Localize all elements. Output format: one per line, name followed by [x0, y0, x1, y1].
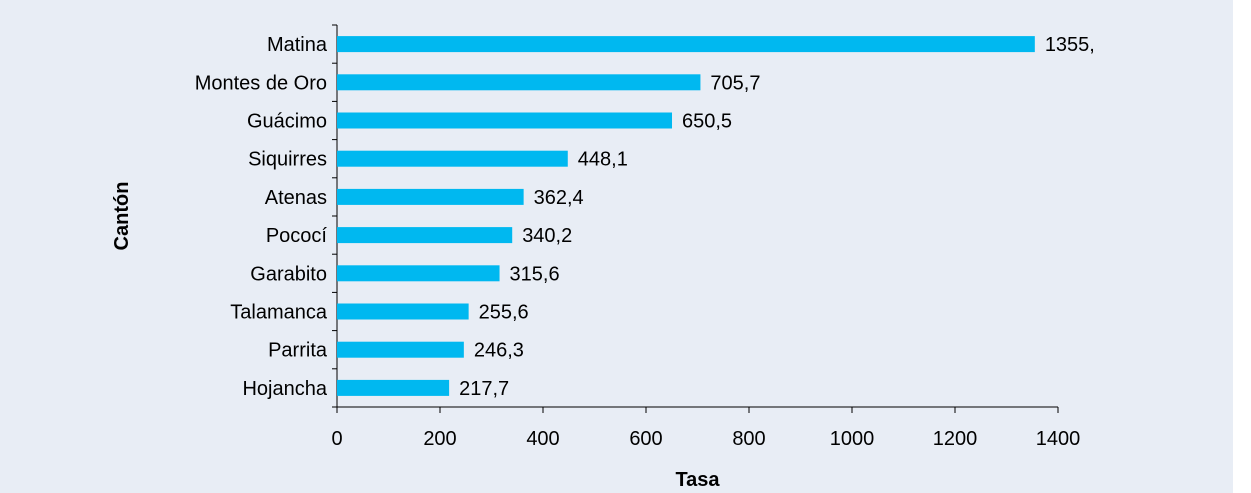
bar — [337, 341, 464, 358]
x-tick-label: 600 — [629, 428, 662, 450]
category-label: Pococí — [266, 225, 328, 247]
data-label: 315,6 — [510, 263, 560, 285]
x-tick-label: 800 — [732, 428, 765, 450]
bar — [337, 112, 673, 129]
bar — [337, 74, 701, 91]
bar — [337, 188, 524, 205]
bar — [337, 265, 500, 282]
category-label: Garabito — [250, 263, 327, 285]
x-tick-label: 1400 — [1036, 428, 1081, 450]
data-label: 650,5 — [682, 111, 732, 133]
x-axis-title: Tasa — [675, 469, 720, 491]
data-label: 1355, — [1045, 34, 1095, 56]
x-tick-label: 200 — [423, 428, 456, 450]
bar — [337, 379, 450, 396]
category-label: Talamanca — [230, 302, 328, 324]
bar — [337, 36, 1035, 53]
x-tick-label: 1000 — [830, 428, 875, 450]
y-axis-title: Cantón — [111, 182, 133, 251]
x-tick-label: 0 — [331, 428, 342, 450]
data-label: 705,7 — [710, 72, 760, 94]
category-label: Parrita — [268, 340, 328, 362]
category-label: Siquirres — [248, 149, 327, 171]
data-label: 362,4 — [534, 187, 584, 209]
bar — [337, 227, 513, 244]
category-label: Atenas — [265, 187, 327, 209]
data-label: 448,1 — [578, 149, 628, 171]
data-label: 255,6 — [479, 302, 529, 324]
bar — [337, 150, 568, 167]
category-label: Montes de Oro — [195, 72, 327, 94]
category-label: Matina — [267, 34, 328, 56]
x-tick-label: 1200 — [933, 428, 978, 450]
data-label: 340,2 — [522, 225, 572, 247]
x-tick-label: 400 — [526, 428, 559, 450]
data-label: 246,3 — [474, 340, 524, 362]
category-label: Guácimo — [247, 111, 327, 133]
data-label: 217,7 — [459, 378, 509, 400]
category-label: Hojancha — [242, 378, 327, 400]
bar — [337, 303, 469, 320]
